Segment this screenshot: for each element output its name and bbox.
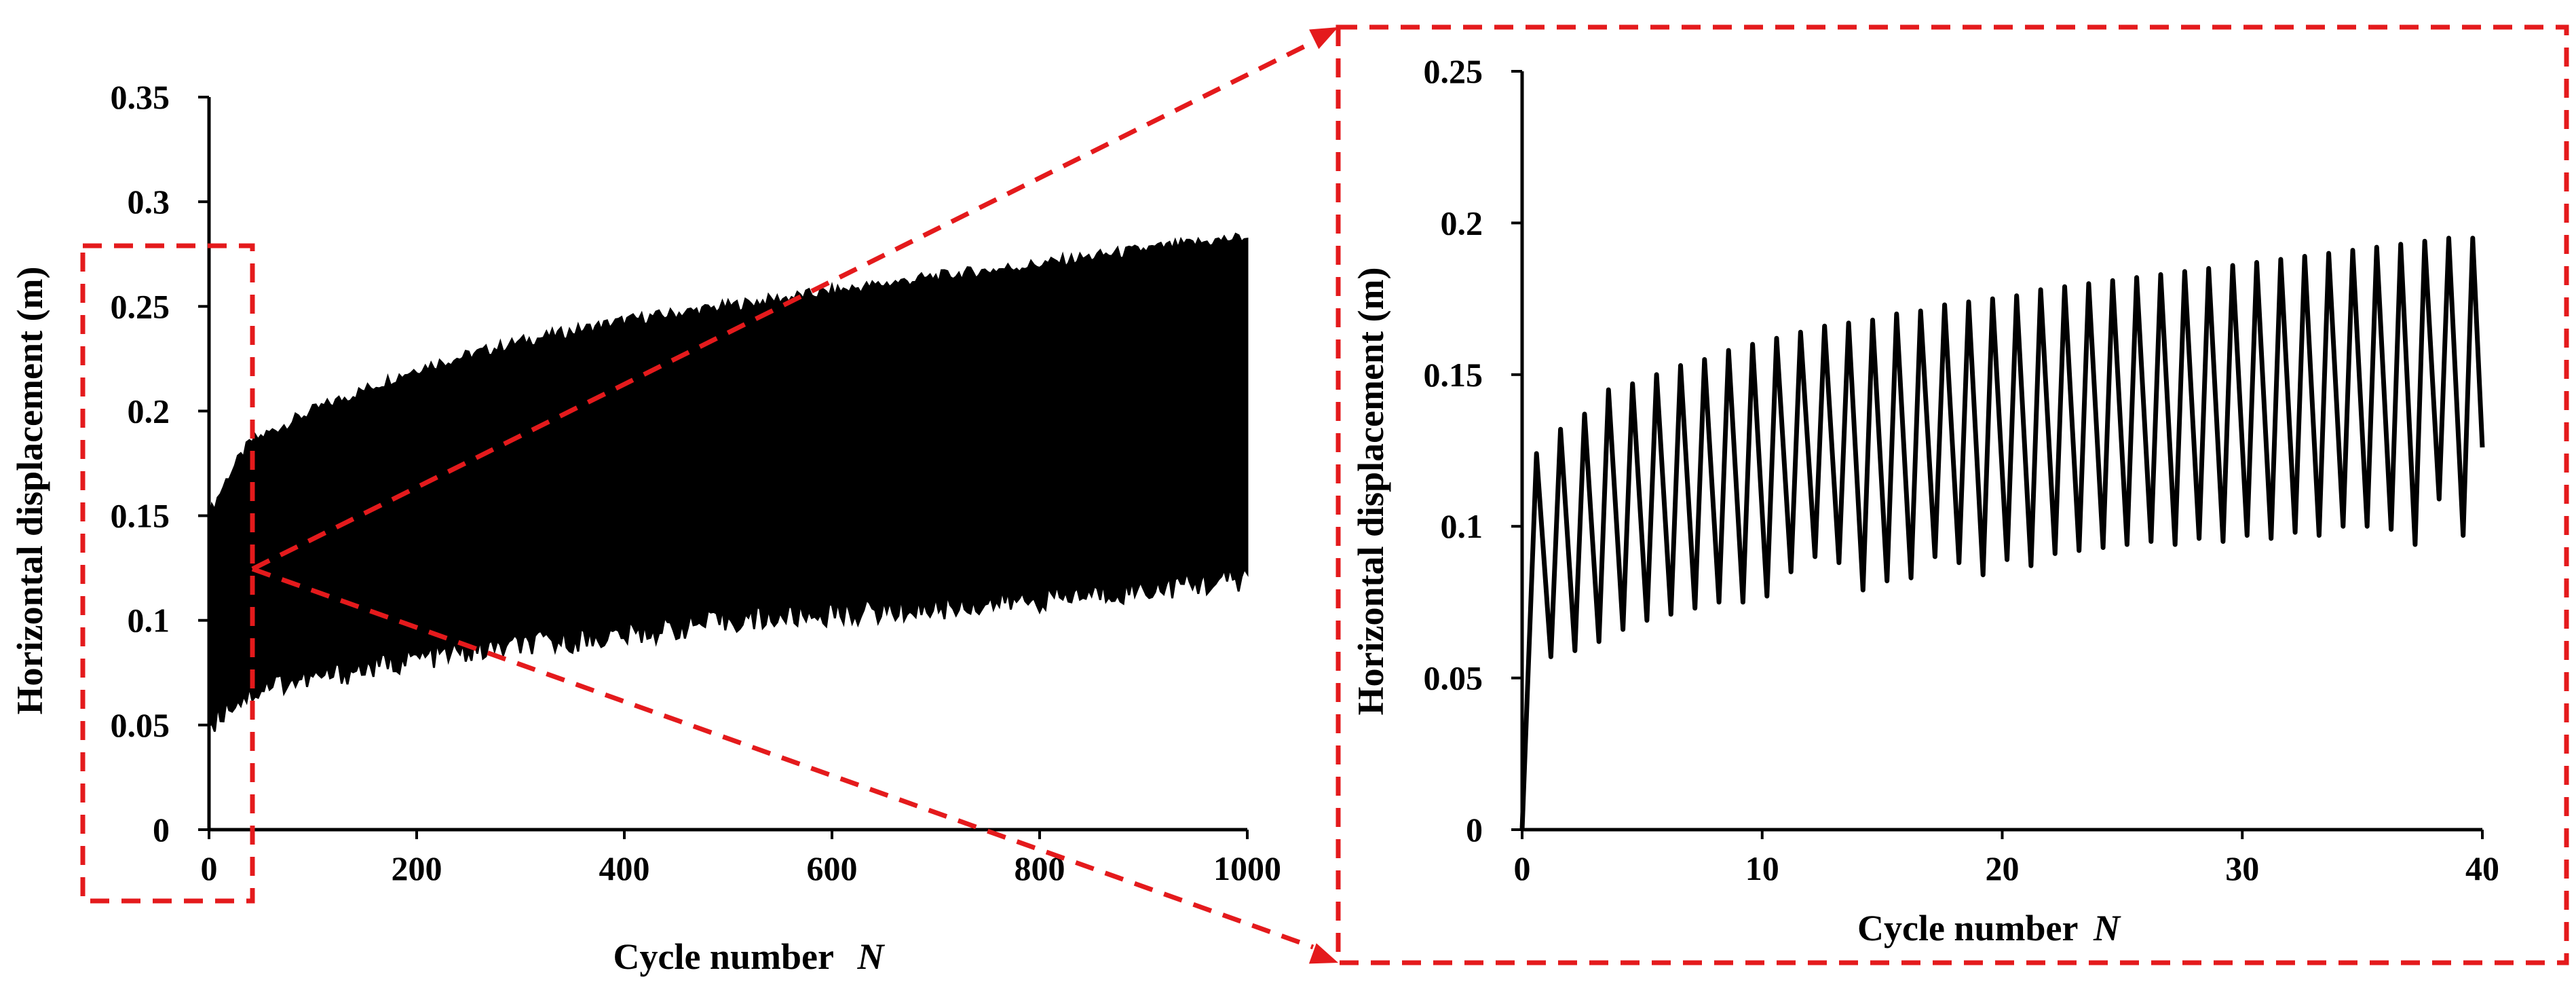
left-series-band	[208, 232, 1249, 733]
zoom-highlight	[80, 24, 2569, 965]
left-y-axis-title: Horizontal displacement (m)	[10, 267, 50, 715]
left-x-tick-label: 0	[201, 849, 218, 887]
left-x-tick-label: 600	[807, 849, 858, 887]
left-x-axis-title-symbol: N	[856, 936, 885, 977]
right-x-tick-label: 40	[2465, 849, 2499, 887]
left-x-axis-title-text: Cycle number	[613, 936, 833, 977]
right-x-tick-label: 30	[2225, 849, 2259, 887]
right-x-axis-title-text: Cycle number	[1857, 908, 2077, 948]
zoom-connector-top	[251, 39, 1314, 572]
right-y-tick-label: 0.2	[1441, 204, 1483, 242]
right-y-tick-label: 0.25	[1424, 52, 1483, 90]
left-x-tick-label: 1000	[1213, 849, 1281, 887]
zoom-arrowhead-top	[1309, 27, 1338, 50]
left-x-tick-label: 200	[392, 849, 442, 887]
right-x-tick-label: 0	[1514, 849, 1531, 887]
right-y-axis-title: Horizontal displacement (m)	[1350, 268, 1391, 716]
right-y-tick-label: 0.05	[1424, 659, 1483, 697]
left-chart: 00.050.10.150.20.250.30.350 200 400 600 800 1…	[10, 78, 1281, 977]
zoom-connector-bottom	[251, 566, 1314, 950]
left-y-tick-label: 0.05	[111, 706, 170, 744]
right-series-line	[1519, 236, 2485, 830]
left-x-tick-label: 400	[599, 849, 650, 887]
right-y-tick-label: 0	[1466, 811, 1483, 849]
right-x-tick-label: 20	[1986, 849, 2020, 887]
left-y-tick-label: 0.2	[128, 392, 170, 430]
zoom-target-frame	[1336, 24, 2569, 965]
right-y-tick-label: 0.15	[1424, 356, 1483, 394]
right-chart: 0 0.05 0.1 0.15 0.2 0.25 0 10 20 30 40 Horizontal …	[1350, 52, 2499, 948]
left-y-tick-label: 0.25	[111, 287, 170, 325]
zoom-source-rectangle	[80, 243, 255, 904]
left-y-tick-label: 0.35	[111, 78, 170, 116]
right-y-tick-label: 0.1	[1441, 507, 1483, 545]
left-y-tick-label: 0.3	[128, 183, 170, 221]
right-x-axis-title: Cycle number N	[1857, 908, 2121, 948]
left-y-tick-label: 0.15	[111, 497, 170, 535]
right-x-axis-title-symbol: N	[2093, 908, 2121, 948]
left-y-tick-label: 0.1	[128, 602, 170, 640]
zoom-arrowhead-bottom	[1308, 943, 1338, 964]
left-x-axis-title: Cycle number N	[613, 936, 886, 977]
right-x-tick-label: 10	[1745, 849, 1779, 887]
left-y-tick-label: 0	[153, 811, 170, 849]
